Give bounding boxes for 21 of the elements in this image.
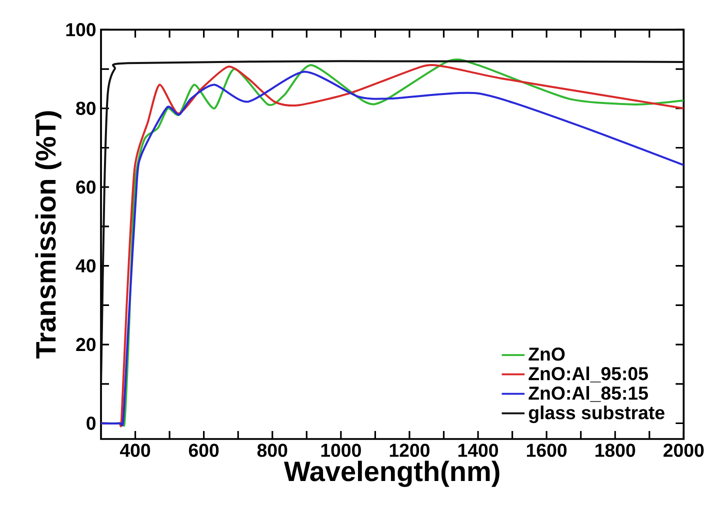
legend-label: glass substrate [528,406,664,424]
y-tick-label: 80 [76,102,96,115]
x-tick-label: 400 [120,444,150,457]
y-tick-label: 20 [76,338,96,352]
y-tick-label: 60 [76,180,96,194]
x-tick-label: 2000 [664,444,704,457]
x-tick-label: 1800 [596,444,636,457]
x-tick-label: 800 [257,444,288,457]
y-tick-label: 0 [86,416,96,430]
x-tick-label: 1200 [390,444,430,457]
y-axis-title: Transmission (%T) [35,111,62,358]
y-tick-label: 40 [76,259,96,272]
x-tick-label: 1000 [321,444,361,457]
legend-label: ZnO:Al_85:15 [528,386,648,402]
x-tick-label: 600 [188,444,219,457]
x-tick-label: 1400 [458,444,498,457]
legend-label: ZnO [528,347,565,361]
y-tick-label: 100 [66,23,96,36]
x-axis-title: Wavelength(nm) [284,460,500,487]
x-tick-label: 1600 [526,444,567,457]
legend-label: ZnO:Al_95:05 [528,366,648,382]
